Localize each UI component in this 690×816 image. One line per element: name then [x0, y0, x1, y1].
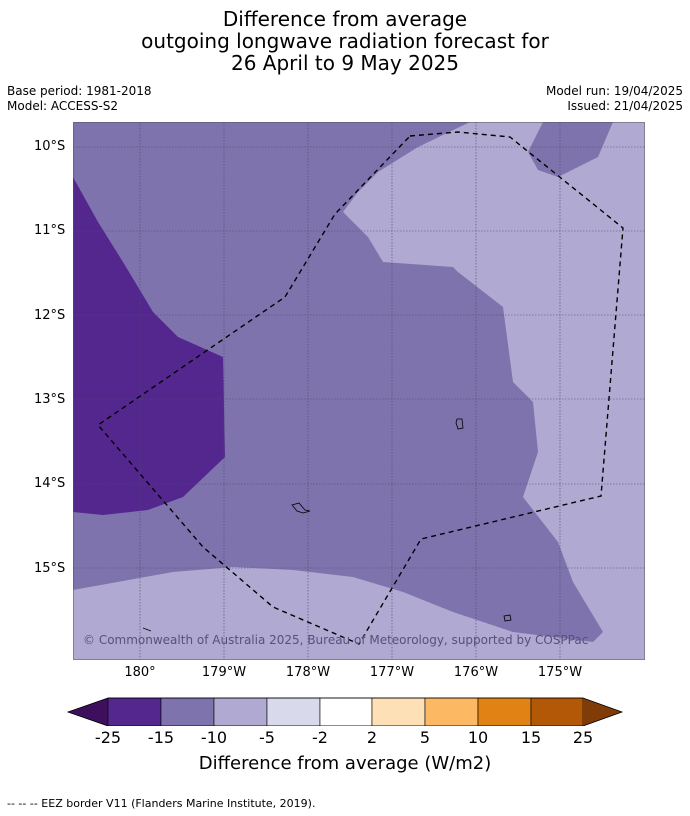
- colorbar-tick: -5: [259, 728, 275, 747]
- colorbar-bin-1: [107, 697, 162, 726]
- map-frame: [73, 122, 645, 660]
- title-line-3: 26 April to 9 May 2025: [231, 51, 459, 75]
- colorbar-tick: -15: [147, 728, 175, 747]
- colorbar-bin-7: [424, 697, 479, 726]
- copyright-notice: © Commonwealth of Australia 2025, Bureau…: [83, 633, 589, 647]
- colorbar-bin-9: [530, 697, 584, 726]
- model-name: Model: ACCESS-S2: [7, 99, 119, 113]
- colorbar: [66, 697, 624, 726]
- colorbar-tick: 15: [520, 728, 542, 747]
- lat-label-13s: 13°S: [34, 392, 66, 407]
- lon-label-180: 180°: [124, 665, 156, 680]
- lat-label-14s: 14°S: [34, 476, 66, 491]
- meta-left: Base period: 1981-2018 Model: ACCESS-S2: [7, 84, 152, 114]
- map-plot: [73, 122, 645, 660]
- region-minus-10-ne: [528, 122, 613, 177]
- lon-label-176w: 176°W: [453, 665, 499, 680]
- island-west: [291, 502, 311, 514]
- region-minus-15: [73, 177, 225, 515]
- map-title: Difference from average outgoing longwav…: [0, 8, 690, 74]
- model-run: Model run: 19/04/2025: [545, 84, 683, 98]
- colorbar-tick: -2: [312, 728, 328, 747]
- region-minus-10: [73, 122, 603, 642]
- island-east: [455, 418, 464, 430]
- lon-label-175w: 175°W: [537, 665, 583, 680]
- lon-label-177w: 177°W: [369, 665, 415, 680]
- colorbar-label: Difference from average (W/m2): [198, 753, 492, 774]
- colorbar-tick: 25: [572, 728, 594, 747]
- lat-label-11s: 11°S: [34, 223, 66, 238]
- colorbar-bin-4: [266, 697, 321, 726]
- lat-label-12s: 12°S: [34, 308, 66, 323]
- lat-label-10s: 10°S: [34, 139, 66, 154]
- colorbar-tick: -25: [94, 728, 122, 747]
- colorbar-bin-3: [213, 697, 268, 726]
- lon-label-178w: 178°W: [285, 665, 331, 680]
- colorbar-arrow-low: [68, 698, 108, 726]
- meta-right: Model run: 19/04/2025 Issued: 21/04/2025: [546, 84, 683, 114]
- island-southwest: [142, 627, 152, 632]
- colorbar-bin-2: [160, 697, 215, 726]
- colorbar-tick: 5: [419, 728, 431, 747]
- grid-lines: [73, 122, 645, 660]
- colorbar-bin-5: [319, 697, 373, 726]
- colorbar-bin-8: [477, 697, 532, 726]
- colorbar-tick: 10: [467, 728, 489, 747]
- base-period: Base period: 1981-2018: [7, 84, 152, 98]
- island-south: [503, 614, 512, 622]
- lon-label-179w: 179°W: [201, 665, 247, 680]
- issued-date: Issued: 21/04/2025: [567, 99, 683, 113]
- eez-border: [96, 131, 624, 645]
- colorbar-tick: 2: [366, 728, 378, 747]
- colorbar-arrow-high: [583, 698, 622, 726]
- colorbar-tick: -10: [200, 728, 228, 747]
- colorbar-bin-6: [371, 697, 426, 726]
- lat-label-15s: 15°S: [34, 561, 66, 576]
- colorbar-outline: [66, 697, 624, 726]
- eez-legend-note: -- -- -- EEZ border V11 (Flanders Marine…: [7, 797, 316, 810]
- title-line-2: outgoing longwave radiation forecast for: [141, 29, 549, 53]
- title-line-1: Difference from average: [222, 7, 468, 31]
